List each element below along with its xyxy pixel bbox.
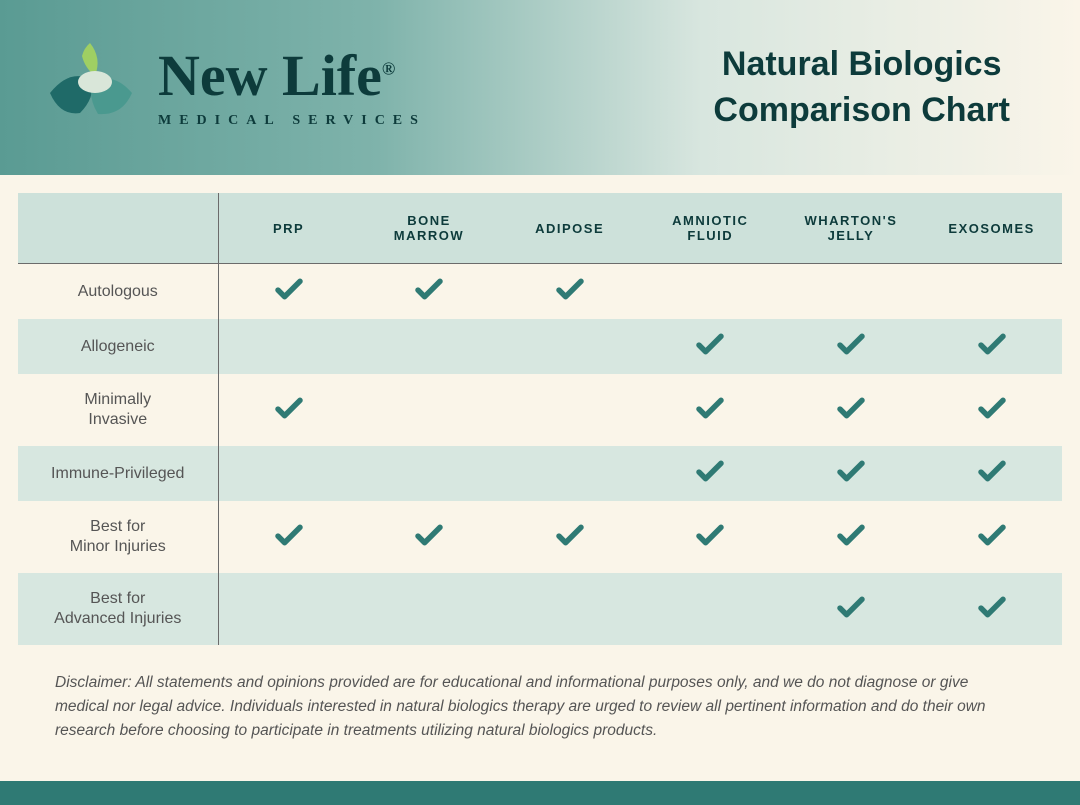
- table-cell: [359, 319, 500, 374]
- row-label: MinimallyInvasive: [18, 374, 218, 446]
- table-cell: [499, 573, 640, 645]
- title-line-2: Comparison Chart: [713, 88, 1010, 134]
- page-title: Natural Biologics Comparison Chart: [713, 42, 1040, 134]
- table-cell: [781, 446, 922, 501]
- table-cell: [640, 446, 781, 501]
- table-cell: [781, 319, 922, 374]
- table-cell: [781, 501, 922, 573]
- row-label: Best forAdvanced Injuries: [18, 573, 218, 645]
- header: New Life® MEDICAL SERVICES Natural Biolo…: [0, 0, 1080, 175]
- table-cell: [781, 264, 922, 320]
- check-icon: [978, 524, 1006, 546]
- table-cell: [921, 264, 1062, 320]
- check-icon: [696, 524, 724, 546]
- table-head: PRPBONEMARROWADIPOSEAMNIOTICFLUIDWHARTON…: [18, 193, 1062, 264]
- table-cell: [781, 374, 922, 446]
- check-icon: [556, 524, 584, 546]
- check-icon: [696, 333, 724, 355]
- footer-bar: [0, 781, 1080, 805]
- check-icon: [415, 524, 443, 546]
- column-header: EXOSOMES: [921, 193, 1062, 264]
- check-icon: [978, 333, 1006, 355]
- check-icon: [978, 397, 1006, 419]
- table-cell: [359, 264, 500, 320]
- column-header: WHARTON'SJELLY: [781, 193, 922, 264]
- table-row: Autologous: [18, 264, 1062, 320]
- table-cell: [499, 319, 640, 374]
- table-header-row: PRPBONEMARROWADIPOSEAMNIOTICFLUIDWHARTON…: [18, 193, 1062, 264]
- column-header: PRP: [218, 193, 359, 264]
- brand-subtitle: MEDICAL SERVICES: [158, 113, 426, 129]
- comparison-table: PRPBONEMARROWADIPOSEAMNIOTICFLUIDWHARTON…: [18, 193, 1062, 645]
- title-line-1: Natural Biologics: [713, 42, 1010, 88]
- check-icon: [837, 333, 865, 355]
- table-cell: [499, 501, 640, 573]
- table-cell: [218, 501, 359, 573]
- table-cell: [781, 573, 922, 645]
- table-cell: [640, 501, 781, 573]
- table-cell: [921, 573, 1062, 645]
- table-cell: [640, 374, 781, 446]
- row-label: Best forMinor Injuries: [18, 501, 218, 573]
- table-row: Best forMinor Injuries: [18, 501, 1062, 573]
- leaf-logo-icon: [40, 38, 140, 138]
- brand-name: New Life®: [158, 47, 426, 105]
- logo-text: New Life® MEDICAL SERVICES: [158, 47, 426, 129]
- comparison-table-wrap: PRPBONEMARROWADIPOSEAMNIOTICFLUIDWHARTON…: [0, 175, 1080, 645]
- check-icon: [275, 524, 303, 546]
- table-cell: [499, 374, 640, 446]
- check-icon: [415, 278, 443, 300]
- table-cell: [218, 319, 359, 374]
- table-cell: [921, 319, 1062, 374]
- check-icon: [696, 397, 724, 419]
- check-icon: [837, 524, 865, 546]
- table-cell: [359, 446, 500, 501]
- logo: New Life® MEDICAL SERVICES: [40, 38, 426, 138]
- table-corner: [18, 193, 218, 264]
- check-icon: [275, 278, 303, 300]
- row-label: Immune-Privileged: [18, 446, 218, 501]
- table-row: Immune-Privileged: [18, 446, 1062, 501]
- column-header: AMNIOTICFLUID: [640, 193, 781, 264]
- table-row: Allogeneic: [18, 319, 1062, 374]
- check-icon: [978, 460, 1006, 482]
- column-header: ADIPOSE: [499, 193, 640, 264]
- disclaimer-text: Disclaimer: All statements and opinions …: [0, 645, 1080, 743]
- table-cell: [218, 573, 359, 645]
- table-cell: [359, 374, 500, 446]
- check-icon: [978, 596, 1006, 618]
- table-cell: [921, 446, 1062, 501]
- table-cell: [640, 573, 781, 645]
- table-cell: [218, 446, 359, 501]
- table-cell: [218, 264, 359, 320]
- table-cell: [359, 501, 500, 573]
- table-cell: [640, 264, 781, 320]
- table-cell: [921, 501, 1062, 573]
- table-cell: [499, 264, 640, 320]
- check-icon: [275, 397, 303, 419]
- brand-name-text: New Life: [158, 43, 382, 108]
- check-icon: [837, 596, 865, 618]
- check-icon: [696, 460, 724, 482]
- table-row: MinimallyInvasive: [18, 374, 1062, 446]
- check-icon: [837, 460, 865, 482]
- table-cell: [359, 573, 500, 645]
- table-cell: [499, 446, 640, 501]
- table-cell: [640, 319, 781, 374]
- table-row: Best forAdvanced Injuries: [18, 573, 1062, 645]
- row-label: Allogeneic: [18, 319, 218, 374]
- check-icon: [556, 278, 584, 300]
- table-body: AutologousAllogeneicMinimallyInvasiveImm…: [18, 264, 1062, 646]
- check-icon: [837, 397, 865, 419]
- column-header: BONEMARROW: [359, 193, 500, 264]
- table-cell: [218, 374, 359, 446]
- row-label: Autologous: [18, 264, 218, 320]
- table-cell: [921, 374, 1062, 446]
- registered-mark: ®: [382, 58, 395, 78]
